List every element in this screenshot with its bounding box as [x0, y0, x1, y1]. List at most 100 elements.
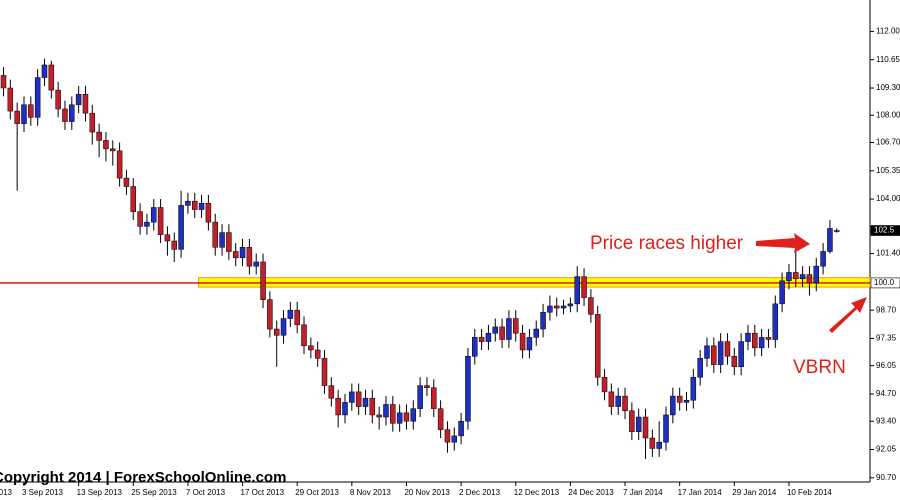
candle-body	[629, 410, 635, 432]
candle-body	[465, 356, 471, 422]
candle-body	[588, 297, 594, 315]
x-tick-label: 7 Oct 2013	[186, 488, 226, 497]
candle-body	[690, 376, 697, 401]
y-tick-label: 90.70	[876, 473, 897, 482]
candle-body	[615, 395, 621, 407]
candle-body	[765, 337, 772, 340]
candle-body	[724, 341, 731, 357]
candle-body	[89, 112, 96, 133]
candle-body	[519, 332, 526, 351]
candle-body	[41, 64, 48, 78]
candle-body	[745, 332, 751, 342]
y-tick-label: 92.05	[876, 445, 897, 454]
candle-body	[362, 397, 369, 407]
candle-body	[444, 429, 451, 443]
candle-body	[123, 177, 130, 187]
candle-body	[553, 305, 560, 309]
candle-body	[349, 391, 355, 403]
candle-body	[396, 412, 403, 424]
x-tick-label: 8 Nov 2013	[350, 488, 391, 497]
candle-body	[567, 303, 574, 307]
candle-body	[485, 332, 492, 342]
candle-body	[185, 200, 191, 206]
candle-body	[82, 94, 89, 114]
candle-body	[191, 200, 198, 210]
candle-body	[506, 318, 512, 340]
candle-body	[820, 251, 826, 267]
candle-body	[540, 312, 546, 330]
candle-body	[294, 309, 300, 326]
x-tick-label: 24 Dec 2013	[568, 488, 614, 497]
candle-body	[622, 395, 628, 411]
candle-body	[738, 341, 744, 367]
candle-body	[328, 385, 335, 399]
candle-body	[711, 345, 717, 365]
candle-body	[34, 77, 41, 118]
annotation: VBRN	[793, 357, 846, 378]
candle-body	[48, 64, 55, 91]
candle-body	[164, 234, 171, 242]
x-tick-label: 2 Dec 2013	[459, 488, 500, 497]
x-tick-label: 3 Sep 2013	[22, 488, 63, 497]
y-tick-label: 101.40	[876, 249, 900, 258]
candle-body	[683, 400, 690, 403]
candle-body	[116, 150, 123, 179]
x-tick-label: 20 Nov 2013	[404, 488, 450, 497]
candle-body	[649, 437, 656, 449]
candle-body	[758, 337, 765, 349]
candle-body	[287, 309, 294, 319]
candle-body	[308, 345, 314, 351]
candle-body	[198, 203, 205, 210]
candle-body	[663, 414, 669, 443]
candle-body	[137, 211, 143, 227]
candle-body	[103, 140, 109, 150]
candle-body	[451, 435, 458, 443]
y-tick-label: 110.65	[876, 55, 900, 64]
candle-body	[130, 186, 137, 212]
candle-body	[513, 318, 519, 334]
candle-body	[267, 299, 273, 330]
price-box-label: 102.5	[874, 226, 895, 235]
candle-body	[69, 104, 75, 122]
x-tick-label: 29 Jan 2014	[732, 488, 777, 497]
candle-body	[403, 412, 410, 422]
candle-body	[827, 228, 833, 252]
candle-body	[806, 274, 813, 284]
arrow	[756, 233, 810, 253]
candle-body	[499, 326, 505, 340]
candle-body	[390, 404, 396, 424]
x-tick-label: 13 Sep 2013	[77, 488, 123, 497]
candle-body	[635, 416, 642, 432]
candle-body	[560, 305, 567, 309]
candle-body	[799, 274, 806, 279]
y-tick-label: 96.05	[876, 361, 897, 370]
x-tick-label: 10 Feb 2014	[787, 488, 832, 497]
x-tick-label: 12 Dec 2013	[514, 488, 560, 497]
y-tick-label: 94.70	[876, 389, 897, 398]
candle-body	[219, 232, 225, 248]
candle-body	[458, 420, 464, 437]
candle-body	[314, 349, 321, 359]
candle-body	[171, 240, 177, 250]
candle-body	[21, 104, 27, 124]
candle-body	[226, 232, 232, 252]
price-box	[870, 277, 900, 289]
candle-body	[369, 397, 376, 416]
candle-body	[301, 324, 307, 347]
candle-body	[574, 276, 580, 305]
candle-body	[424, 385, 430, 388]
candle-body	[28, 104, 34, 118]
candle-body	[533, 328, 539, 338]
x-tick-label: 25 Sep 2013	[131, 488, 177, 497]
candle-body	[431, 387, 437, 409]
candle-body	[246, 247, 253, 267]
candle-body	[601, 376, 608, 393]
candle-body	[376, 414, 382, 418]
candle-body	[178, 205, 184, 250]
price-box-label: 100.0	[874, 278, 895, 287]
candle-body	[144, 221, 150, 227]
candle-body	[280, 318, 287, 336]
candle-body	[253, 261, 259, 267]
candle-body	[437, 408, 444, 430]
candle-body	[492, 326, 499, 334]
